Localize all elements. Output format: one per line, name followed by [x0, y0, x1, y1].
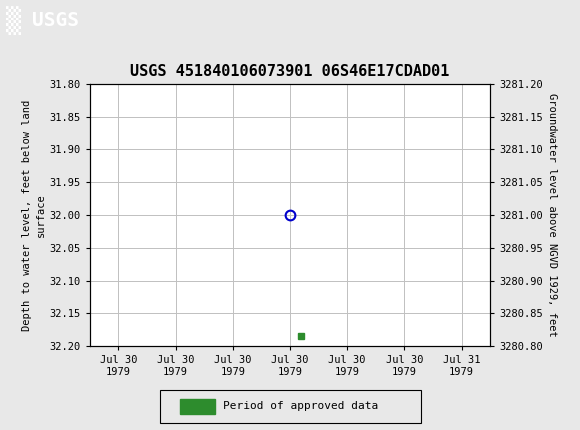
Y-axis label: Groundwater level above NGVD 1929, feet: Groundwater level above NGVD 1929, feet [547, 93, 557, 337]
Text: Period of approved data: Period of approved data [223, 401, 379, 412]
Text: USGS: USGS [32, 11, 79, 30]
Title: USGS 451840106073901 06S46E17CDAD01: USGS 451840106073901 06S46E17CDAD01 [130, 64, 450, 79]
Y-axis label: Depth to water level, feet below land
surface: Depth to water level, feet below land su… [22, 99, 45, 331]
Bar [160, 390, 420, 423]
Bar [180, 399, 215, 414]
Text: ▒: ▒ [6, 6, 21, 35]
